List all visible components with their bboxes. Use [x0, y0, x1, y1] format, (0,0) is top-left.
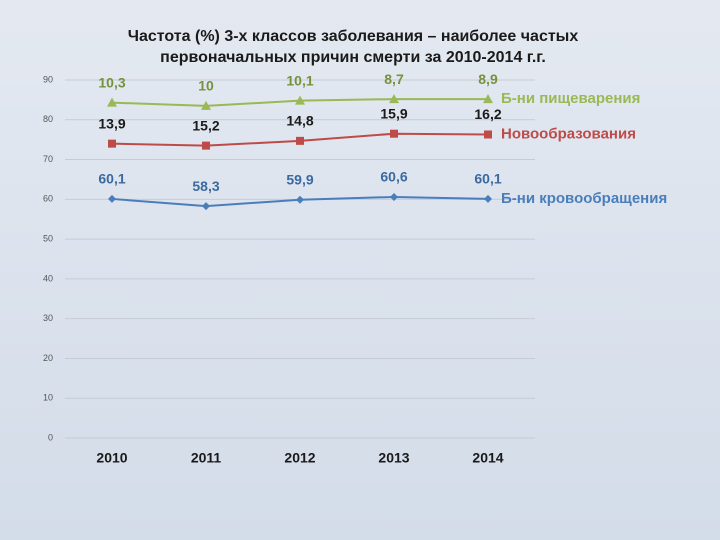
chart-title: первоначальных причин смерти за 2010-201…	[160, 49, 546, 66]
data-label: 8,7	[384, 71, 404, 87]
data-label: 15,2	[192, 117, 219, 133]
x-tick-label: 2011	[191, 450, 222, 466]
marker	[389, 94, 399, 104]
data-label: 10	[198, 78, 214, 94]
legend-label: Новообразования	[501, 125, 636, 142]
data-label: 60,6	[380, 169, 407, 185]
data-label: 59,9	[286, 171, 313, 187]
marker	[390, 192, 398, 201]
x-tick-label: 2010	[96, 450, 127, 466]
y-tick-label: 10	[43, 393, 53, 403]
marker	[107, 97, 117, 107]
data-label: 15,9	[380, 105, 407, 121]
x-tick-label: 2012	[284, 450, 315, 466]
marker	[295, 95, 305, 105]
marker	[108, 194, 116, 203]
marker	[484, 194, 492, 203]
marker	[390, 129, 398, 138]
data-label: 10,1	[286, 72, 313, 88]
marker	[201, 100, 211, 110]
marker	[296, 136, 304, 145]
data-label: 14,8	[286, 113, 313, 129]
data-label: 8,9	[478, 71, 498, 87]
y-tick-label: 70	[43, 154, 53, 164]
y-tick-label: 90	[43, 74, 53, 84]
marker	[108, 139, 116, 148]
x-tick-label: 2014	[472, 450, 503, 466]
data-label: 60,1	[474, 171, 501, 187]
y-tick-label: 80	[43, 114, 53, 124]
data-label: 10,3	[98, 74, 125, 90]
x-tick-label: 2013	[378, 450, 409, 466]
marker	[202, 141, 210, 150]
y-tick-label: 50	[43, 233, 53, 243]
y-tick-label: 30	[43, 313, 53, 323]
y-tick-label: 20	[43, 353, 53, 363]
marker	[484, 130, 492, 139]
legend-label: Б-ни кровообращения	[501, 190, 667, 207]
legend-label: Б-ни пищеварения	[501, 90, 640, 107]
marker	[296, 195, 304, 204]
data-label: 13,9	[98, 115, 125, 131]
chart-title: Частота (%) 3-х классов заболевания – на…	[128, 28, 579, 45]
data-label: 16,2	[474, 106, 501, 122]
y-tick-label: 40	[43, 273, 53, 283]
y-tick-label: 0	[48, 432, 53, 442]
data-label: 60,1	[98, 171, 125, 187]
marker	[202, 202, 210, 211]
y-tick-label: 60	[43, 194, 53, 204]
data-label: 58,3	[192, 178, 219, 194]
marker	[483, 94, 493, 104]
